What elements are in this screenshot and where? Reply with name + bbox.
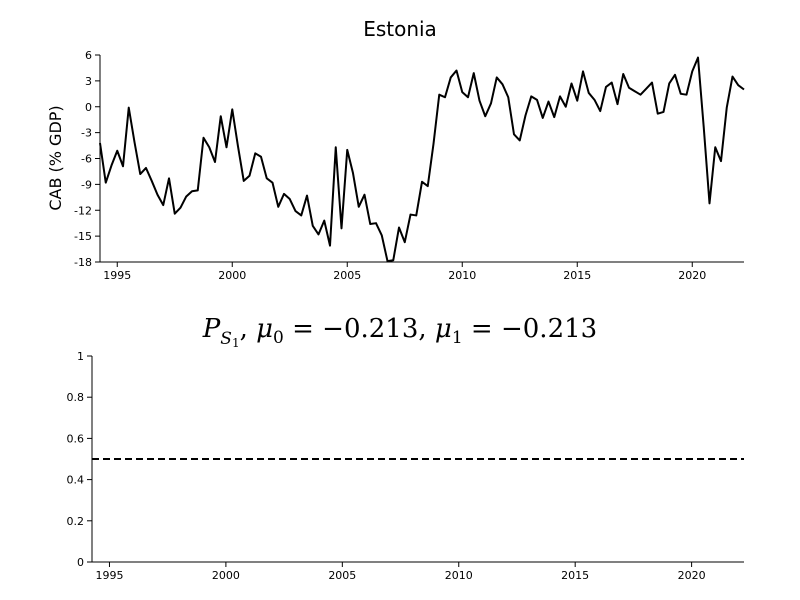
- y-tick-label: -9: [81, 178, 92, 191]
- x-tick-label: 2020: [678, 569, 706, 582]
- probability-panel-title: PS1, μ0 = −0.213, μ1 = −0.213: [202, 314, 597, 350]
- top-x-ticks: 1995 2000 2005 2010 2015 2020: [103, 262, 706, 282]
- x-tick-label: 1995: [103, 269, 131, 282]
- y-tick-label: 0: [85, 101, 92, 114]
- eq-mu1-sub: 1: [452, 328, 463, 348]
- y-tick-label: -6: [81, 153, 92, 166]
- bottom-x-ticks: 1995 2000 2005 2010 2015 2020: [95, 562, 706, 582]
- eq-p-sub-sub: 1: [232, 336, 240, 350]
- top-axes: [99, 55, 744, 263]
- y-tick-label: 0.2: [67, 515, 85, 528]
- eq-mu0-sub: 0: [273, 328, 284, 348]
- y-tick-label: -18: [74, 256, 92, 269]
- x-tick-label: 2005: [333, 269, 361, 282]
- x-tick-label: 2000: [212, 569, 240, 582]
- y-tick-label: 0.4: [67, 474, 85, 487]
- x-tick-label: 2005: [328, 569, 356, 582]
- cab-chart: Estonia CAB (% GDP) 6 3 0 -3 -6 -9 -12 -15 -18 1…: [46, 17, 745, 282]
- chart-title: Estonia: [363, 17, 437, 41]
- bottom-axes: [91, 356, 744, 563]
- y-tick-label: 3: [85, 75, 92, 88]
- y-tick-label: -12: [74, 204, 92, 217]
- y-axis-label: CAB (% GDP): [46, 105, 65, 210]
- x-tick-label: 2010: [445, 569, 473, 582]
- x-tick-label: 2015: [563, 269, 591, 282]
- x-tick-label: 2015: [561, 569, 589, 582]
- eq-p-sub: S: [220, 329, 232, 349]
- cab-series-line: [99, 56, 745, 263]
- eq-p: P: [202, 314, 221, 344]
- y-tick-label: 0: [77, 556, 84, 569]
- y-tick-label: 0.8: [67, 391, 85, 404]
- y-tick-label: 6: [85, 49, 92, 62]
- y-tick-label: -15: [74, 230, 92, 243]
- eq-mu0: μ: [256, 314, 273, 344]
- x-tick-label: 2020: [678, 269, 706, 282]
- eq-mu0-val: = −0.213,: [284, 314, 435, 344]
- bottom-y-ticks: 0 0.2 0.4 0.6 0.8 1: [67, 350, 92, 569]
- x-tick-label: 1995: [95, 569, 123, 582]
- probability-chart: 0 0.2 0.4 0.6 0.8 1 1995 2000 2005 2010 2015 2020: [67, 350, 744, 582]
- x-tick-label: 2000: [218, 269, 246, 282]
- eq-sep: ,: [240, 314, 257, 344]
- y-tick-label: 0.6: [67, 432, 85, 445]
- top-y-ticks: 6 3 0 -3 -6 -9 -12 -15 -18: [74, 49, 100, 269]
- eq-mu1: μ: [435, 314, 452, 344]
- x-tick-label: 2010: [448, 269, 476, 282]
- eq-mu1-val: = −0.213: [463, 314, 598, 344]
- y-tick-label: -3: [81, 127, 92, 140]
- y-tick-label: 1: [77, 350, 84, 363]
